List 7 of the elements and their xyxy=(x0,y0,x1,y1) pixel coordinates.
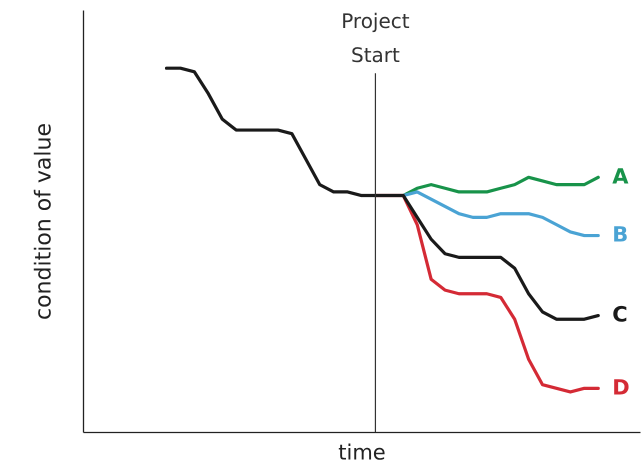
series-label: D xyxy=(612,375,630,400)
series-label: B xyxy=(612,222,628,247)
series-label: C xyxy=(612,302,628,327)
series-label: A xyxy=(612,164,630,188)
x-axis-title: time xyxy=(338,440,386,464)
y-axis-title: condition of value xyxy=(32,122,56,320)
text: Project Start xyxy=(341,9,410,67)
